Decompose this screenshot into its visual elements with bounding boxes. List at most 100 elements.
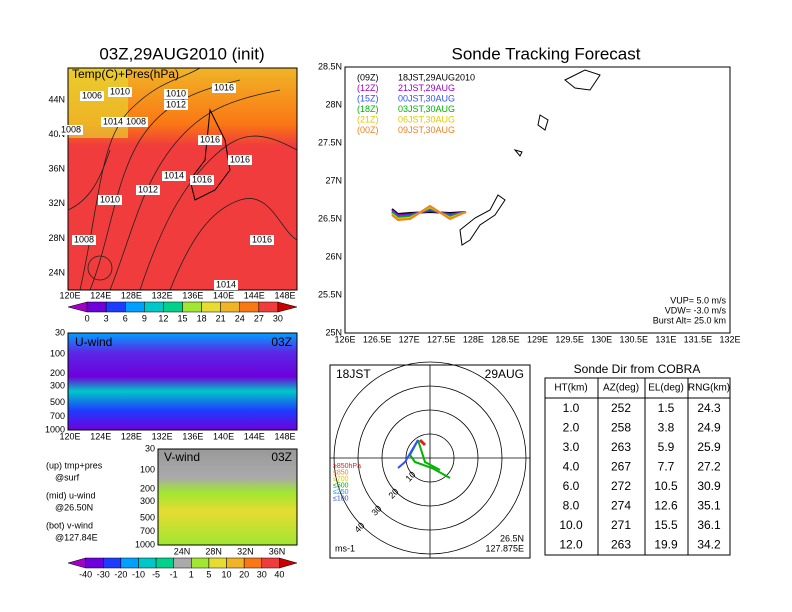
pressure-label: 200 xyxy=(50,368,65,378)
entry-time: 03JST,30AUG xyxy=(398,104,455,114)
lat-label: 24N xyxy=(174,546,191,556)
colorbar-cell xyxy=(201,301,221,313)
isobar-label-bg xyxy=(198,135,222,145)
lon-label: 127.5E xyxy=(427,334,456,344)
lon-label: 127E xyxy=(399,334,420,344)
lon-label: 136E xyxy=(182,290,203,300)
level-legend: ≥850hPa xyxy=(333,463,361,470)
table-cell: 5.9 xyxy=(658,440,675,454)
table-cell: 6.0 xyxy=(563,479,580,493)
lon-label: 144E xyxy=(244,290,265,300)
table-cell: 15.5 xyxy=(654,518,678,532)
lat-label: 28.5N xyxy=(318,61,342,71)
lon-label: 131E xyxy=(655,334,676,344)
hodo-lon: 127.875E xyxy=(485,543,524,553)
note: @surf xyxy=(55,472,80,482)
isobar-label: 1012 xyxy=(138,184,158,194)
colorbar-cell xyxy=(277,301,298,313)
frame xyxy=(157,448,298,546)
table-header: HT(km) xyxy=(554,383,587,394)
table-cell: 34.2 xyxy=(697,538,721,552)
isobar-label: 1016 xyxy=(252,234,272,244)
isobar-label-bg xyxy=(136,185,160,195)
lon-label: 128E xyxy=(121,290,142,300)
lat-label: 27.5N xyxy=(318,137,342,147)
island xyxy=(459,194,506,246)
colorbar-label: 12 xyxy=(158,313,168,323)
table-cell: 4.0 xyxy=(563,460,580,474)
colorbar-cell xyxy=(208,557,227,569)
lon-label: 144E xyxy=(244,431,265,441)
lat-label: 36N xyxy=(269,546,286,556)
lat-label: 27N xyxy=(325,175,342,185)
table-header: AZ(deg) xyxy=(603,383,639,394)
isobar-label: 1010 xyxy=(110,86,130,96)
colorbar-label: 40 xyxy=(274,569,284,579)
colorbar-label: 24 xyxy=(235,313,245,323)
table-cell: 271 xyxy=(611,518,631,532)
isobar-label-bg xyxy=(162,171,186,181)
isobar-label: 1014 xyxy=(164,170,184,180)
level-legend: ≤250 xyxy=(333,489,349,496)
table-cell: 12.6 xyxy=(654,499,678,513)
lon-label: 140E xyxy=(213,290,234,300)
isobar-label: 1016 xyxy=(214,82,234,92)
table-header: EL(deg) xyxy=(648,383,684,394)
isobar-label: 1012 xyxy=(166,99,186,109)
colorbar-cell xyxy=(243,557,263,569)
lat-label: 32N xyxy=(48,198,65,208)
colorbar-label: 20 xyxy=(239,569,249,579)
colorbar-label: -40 xyxy=(79,569,92,579)
entry-time: 00JST,30AUG xyxy=(398,93,455,103)
hodograph-trace xyxy=(418,438,427,447)
colorbar-label: -20 xyxy=(114,569,127,579)
table-cell: 3.0 xyxy=(563,440,580,454)
pressure-label: 100 xyxy=(50,349,65,359)
colorbar-cell xyxy=(102,557,122,569)
entry-code: (00Z) xyxy=(357,125,379,135)
table-cell: 252 xyxy=(611,401,631,415)
isobar-label: 1008 xyxy=(61,124,81,134)
pressure-label: 700 xyxy=(50,411,65,421)
panel-time: 03Z xyxy=(271,450,292,464)
entry-code: (12Z) xyxy=(357,83,379,93)
lon-label: 131.5E xyxy=(684,334,713,344)
lat-label: 28N xyxy=(205,546,222,556)
table-cell: 25.9 xyxy=(697,440,721,454)
hodo-lat: 26.5N xyxy=(500,533,524,543)
colorbar-cell xyxy=(85,557,104,569)
isobar-label-bg xyxy=(80,91,104,101)
table-cell: 35.1 xyxy=(697,499,721,513)
colorbar-cell xyxy=(226,557,245,569)
colorbar-cell xyxy=(191,557,210,569)
pressure-label: 30 xyxy=(55,327,65,337)
isobars xyxy=(67,67,298,291)
isobar-label: 1014 xyxy=(216,279,236,289)
lon-label: 148E xyxy=(274,290,295,300)
table-header: RNG(km) xyxy=(688,383,730,394)
lat-label: 28N xyxy=(325,99,342,109)
pressure-label: 500 xyxy=(140,512,155,522)
colorbar-cell xyxy=(67,557,86,569)
hodo-time: 18JST xyxy=(336,367,371,381)
lon-label: 124E xyxy=(90,431,111,441)
colorbar-cell xyxy=(155,557,174,569)
colorbar-label: 30 xyxy=(273,313,283,323)
table-rules xyxy=(597,378,689,555)
lat-label: 25.5N xyxy=(318,289,342,299)
colorbar-cell xyxy=(120,557,139,569)
tracks xyxy=(391,204,467,222)
colorbar-cell xyxy=(261,557,280,569)
burst-info: VUP= 5.0 m/s xyxy=(670,295,726,305)
colorbar-label: 9 xyxy=(142,313,147,323)
colorbar-label: 18 xyxy=(197,313,207,323)
note: (mid) u-wind xyxy=(46,490,96,500)
isobar-label: 1008 xyxy=(126,116,146,126)
isobar-label: 1016 xyxy=(230,154,250,164)
lon-label: 129E xyxy=(527,334,548,344)
colorbar-label: 10 xyxy=(222,569,232,579)
u-wind-field xyxy=(68,333,297,430)
isobar-label: 1016 xyxy=(200,134,220,144)
lon-label: 130E xyxy=(591,334,612,344)
level-legend: ≤500 xyxy=(333,482,349,489)
